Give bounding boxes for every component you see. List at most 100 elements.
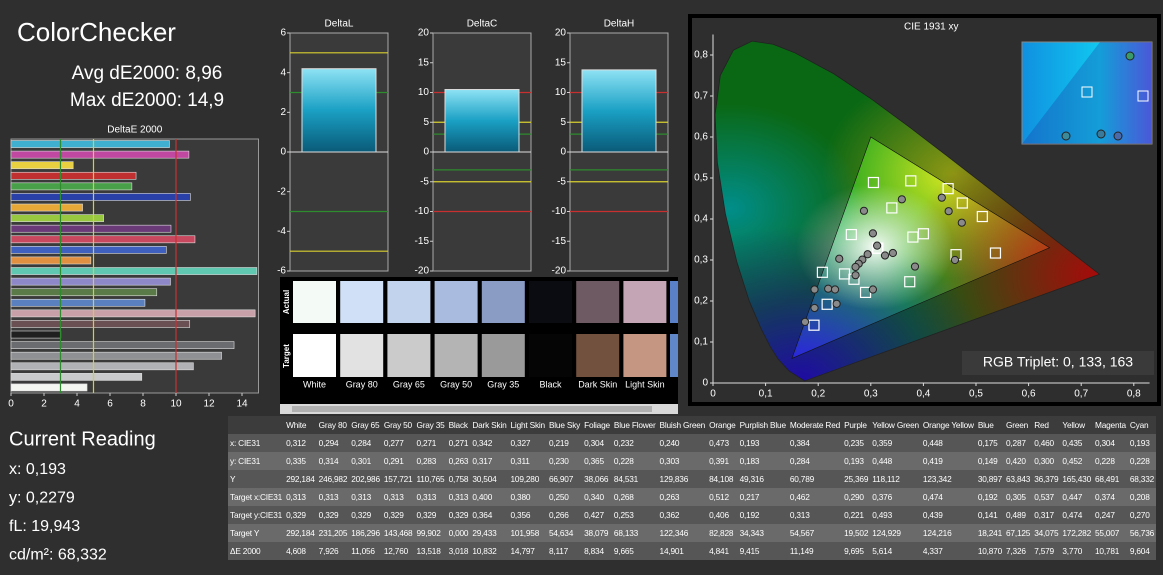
column-header: Green	[1006, 420, 1029, 430]
bar	[301, 68, 377, 153]
column-header: Yellow Green	[872, 420, 919, 430]
table-cell: 0,253	[613, 510, 634, 520]
table-cell: 0,452	[1062, 456, 1083, 466]
table-cell: 0,427	[584, 510, 604, 520]
table-cell: 124,216	[922, 528, 952, 538]
table-cell: 0,219	[548, 438, 569, 448]
x-tick-label: 0,6	[1022, 389, 1036, 400]
y-tick-label: 5	[560, 117, 566, 128]
inset-shade	[1022, 42, 1152, 144]
table-cell: 0,183	[739, 456, 760, 466]
column-header: Purple	[844, 420, 867, 430]
bar	[10, 193, 191, 201]
table-cell: 0,758	[448, 474, 469, 484]
inset-point	[1061, 131, 1071, 141]
table-cell: 9,415	[739, 546, 760, 556]
table-cell: 0,327	[510, 438, 531, 448]
table-cell: 67,125	[1006, 528, 1031, 538]
table-cell: 0,304	[1094, 438, 1115, 448]
table-cell: 0,230	[548, 456, 569, 466]
x-tick-label: 6	[107, 399, 113, 410]
bar	[10, 351, 222, 360]
x-tick-label: 0	[710, 389, 716, 400]
y-tick-label: 0	[702, 378, 708, 389]
column-header: Purplish Blue	[739, 420, 786, 430]
table-cell: 0,374	[1094, 492, 1115, 502]
swatch-clipped	[670, 334, 678, 377]
table-cell: 55,007	[1094, 528, 1120, 538]
swatch-actual	[576, 281, 620, 323]
table-cell: 38,079	[584, 528, 609, 538]
table-cell: 7,579	[1034, 546, 1054, 556]
measured-point	[944, 207, 953, 216]
table-cell: 0,439	[922, 510, 943, 520]
table-cell: 0,294	[318, 438, 339, 448]
table-cell: 66,907	[548, 474, 574, 484]
scrollbar-thumb[interactable]	[292, 406, 652, 412]
bar	[10, 150, 190, 159]
table-row: Target y:CIE31 0,329 0,329 0,329 0,329 0,329 0…	[228, 506, 1157, 524]
x-tick-label: 0,2	[811, 389, 825, 400]
table-cell: 18,241	[977, 528, 1003, 538]
table-cell: 109,280	[510, 474, 540, 484]
table-cell: 68,133	[613, 528, 639, 538]
table-cell: 0,313	[286, 492, 306, 502]
swatch-target	[481, 334, 525, 377]
bar	[581, 69, 657, 153]
table-cell: 13,518	[416, 546, 441, 556]
bar	[10, 214, 104, 222]
y-tick-label: -15	[552, 236, 567, 247]
table-cell: 123,342	[922, 474, 952, 484]
measured-point	[957, 218, 966, 227]
table-cell: 30,504	[472, 474, 497, 484]
table-cell: 0,512	[709, 492, 729, 502]
table-cell: 0,313	[383, 492, 404, 502]
table-cell: 0,283	[416, 456, 437, 466]
rgb-triplet: RGB Triplet: 0, 133, 163	[983, 354, 1133, 370]
table-cell: 0,192	[739, 510, 760, 520]
column-header: Yellow	[1062, 420, 1085, 430]
measured-point	[897, 195, 906, 204]
table-cell: 10,870	[977, 546, 1003, 556]
target-point	[989, 247, 1002, 259]
table-cell: 84,108	[709, 474, 734, 484]
bar	[10, 224, 172, 233]
table-cell: 8,834	[584, 546, 604, 556]
table-cell: 0,284	[789, 456, 810, 466]
x-tick-label: 0,7	[1074, 389, 1088, 400]
table-cell: 0,303	[659, 456, 680, 466]
x-tick-label: 14	[236, 399, 248, 410]
measured-point	[800, 317, 810, 327]
x-tick-label: 10	[170, 399, 182, 410]
bar	[10, 298, 146, 307]
measured-point	[937, 193, 946, 202]
bar	[10, 309, 256, 318]
reading-line: fL: 19,943	[9, 518, 80, 535]
swatch-target	[387, 334, 431, 377]
table-cell: 0,317	[472, 456, 493, 466]
table-cell: 0,311	[510, 456, 530, 466]
table-cell: 0,175	[977, 438, 998, 448]
column-header: Bluish Green	[659, 420, 706, 430]
column-header: Blue Flower	[613, 420, 656, 430]
table-cell: 165,430	[1062, 474, 1091, 484]
table-cell: 0,193	[844, 456, 864, 466]
swatch-label: Light Skin	[625, 379, 665, 389]
table-cell: 0,314	[318, 456, 339, 466]
column-header: Foliage	[584, 420, 610, 430]
y-tick-label: 0,7	[694, 91, 708, 102]
y-tick-label: 0,5	[694, 173, 708, 184]
bar	[10, 277, 171, 286]
table-cell: 0,489	[1006, 510, 1026, 520]
measured-point	[873, 241, 882, 250]
table-cell: 4,841	[709, 546, 729, 556]
swatch-label: Black	[539, 379, 562, 389]
table-cell: 0,335	[286, 456, 306, 466]
measured-point	[830, 285, 840, 294]
measured-point	[880, 251, 890, 260]
column-header: Black	[448, 420, 468, 430]
y-tick-label: -15	[415, 236, 430, 247]
y-tick-label: -4	[277, 226, 286, 237]
avg-de: Avg dE2000: 8,96	[72, 63, 223, 84]
swatch-clipped	[670, 281, 678, 323]
